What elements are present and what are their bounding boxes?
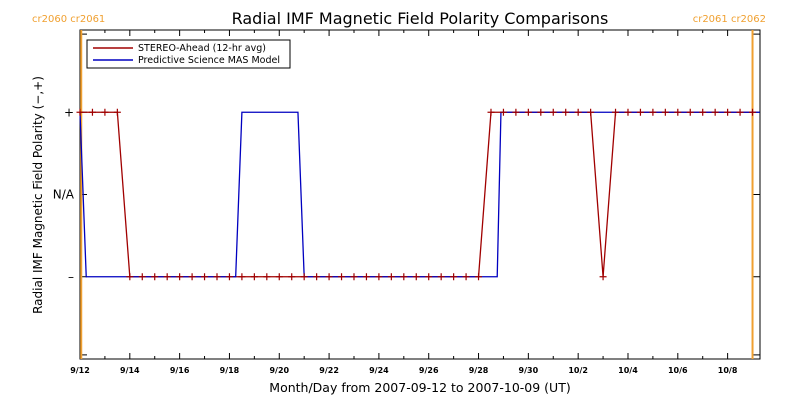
x-tick-label: 10/4	[618, 366, 638, 375]
stereo-data-point	[437, 273, 445, 281]
stereo-data-point	[238, 273, 246, 281]
stereo-data-point	[624, 108, 632, 116]
stereo-data-point	[76, 108, 84, 116]
carrington-label-left: cr2060 cr2061	[32, 14, 105, 25]
x-tick-label: 9/20	[269, 366, 289, 375]
stereo-data-point	[225, 273, 233, 281]
x-tick-label: 9/16	[170, 366, 190, 375]
stereo-data-point	[375, 273, 383, 281]
stereo-data-point	[126, 273, 134, 281]
stereo-data-point	[736, 108, 744, 116]
stereo-data-point	[213, 273, 221, 281]
stereo-data-point	[612, 108, 620, 116]
chart-title: Radial IMF Magnetic Field Polarity Compa…	[232, 9, 609, 28]
stereo-data-point	[499, 108, 507, 116]
legend-label-mas: Predictive Science MAS Model	[138, 55, 280, 66]
x-tick-label: 9/30	[519, 366, 539, 375]
stereo-data-point	[674, 108, 682, 116]
x-tick-label: 9/12	[70, 366, 90, 375]
x-tick-label: 9/28	[469, 366, 489, 375]
stereo-data-point	[325, 273, 333, 281]
stereo-data-point	[387, 273, 395, 281]
stereo-data-point	[749, 108, 757, 116]
stereo-data-point	[599, 273, 607, 281]
stereo-data-point	[188, 273, 196, 281]
stereo-data-point	[711, 108, 719, 116]
stereo-data-point	[101, 108, 109, 116]
carrington-markers	[80, 30, 754, 359]
stereo-data-point	[350, 273, 358, 281]
stereo-data-point	[699, 108, 707, 116]
x-tick-label: 9/26	[419, 366, 439, 375]
x-tick-label: 9/14	[120, 366, 140, 375]
stereo-data-point	[176, 273, 184, 281]
stereo-data-point	[400, 273, 408, 281]
stereo-data-point	[138, 273, 146, 281]
stereo-data-point	[537, 108, 545, 116]
stereo-data-point	[512, 108, 520, 116]
stereo-data-point	[362, 273, 370, 281]
stereo-data-point	[475, 273, 483, 281]
x-tick-label: 9/18	[220, 366, 240, 375]
stereo-data-point	[649, 108, 657, 116]
y-tick-label: –	[68, 270, 74, 284]
stereo-data-point	[549, 108, 557, 116]
stereo-data-point	[661, 108, 669, 116]
legend-label-stereo: STEREO-Ahead (12-hr avg)	[138, 43, 266, 54]
plot-area	[79, 29, 761, 360]
stereo-data-point	[288, 273, 296, 281]
x-tick-label: 9/24	[369, 366, 389, 375]
stereo-data-point	[113, 108, 121, 116]
y-axis-ticks: + N/A –	[53, 33, 760, 356]
stereo-data-point	[686, 108, 694, 116]
stereo-data-point	[724, 108, 732, 116]
series-line-stereo	[80, 111, 753, 278]
y-axis-label: Radial IMF Magnetic Field Polarity (−,+)	[31, 76, 45, 314]
stereo-data-point	[313, 273, 321, 281]
stereo-data-point	[524, 108, 532, 116]
stereo-data-point	[574, 108, 582, 116]
legend-box	[86, 39, 291, 69]
x-axis-label: Month/Day from 2007-09-12 to 2007-10-09 …	[269, 380, 570, 395]
stereo-data-point	[151, 273, 159, 281]
stereo-data-point	[275, 273, 283, 281]
stereo-data-point	[636, 108, 644, 116]
stereo-data-point	[201, 273, 209, 281]
stereo-data-point	[338, 273, 346, 281]
stereo-data-point	[425, 273, 433, 281]
stereo-data-point	[263, 273, 271, 281]
y-tick-label: +	[64, 105, 74, 119]
x-tick-label: 10/8	[718, 366, 738, 375]
stereo-data-point	[163, 273, 171, 281]
stereo-data-point	[412, 273, 420, 281]
stereo-data-point	[88, 108, 96, 116]
stereo-data-point	[487, 108, 495, 116]
x-tick-label: 9/22	[319, 366, 339, 375]
x-axis-ticks: 9/12 9/14 9/16 9/18 9/20 9/22 9/24 9/26 9/28 9/30…	[70, 30, 754, 375]
x-tick-label: 10/2	[568, 366, 588, 375]
stereo-data-point	[562, 108, 570, 116]
series-line-mas	[79, 111, 760, 278]
carrington-label-right: cr2061 cr2062	[693, 14, 766, 25]
series-layer	[76, 108, 760, 281]
stereo-data-point	[462, 273, 470, 281]
y-tick-label: N/A	[53, 188, 75, 202]
legend: STEREO-Ahead (12-hr avg) Predictive Scie…	[86, 39, 291, 69]
stereo-data-point	[587, 108, 595, 116]
stereo-data-point	[450, 273, 458, 281]
x-tick-label: 10/6	[668, 366, 688, 375]
stereo-data-point	[300, 273, 308, 281]
stereo-data-point	[250, 273, 258, 281]
